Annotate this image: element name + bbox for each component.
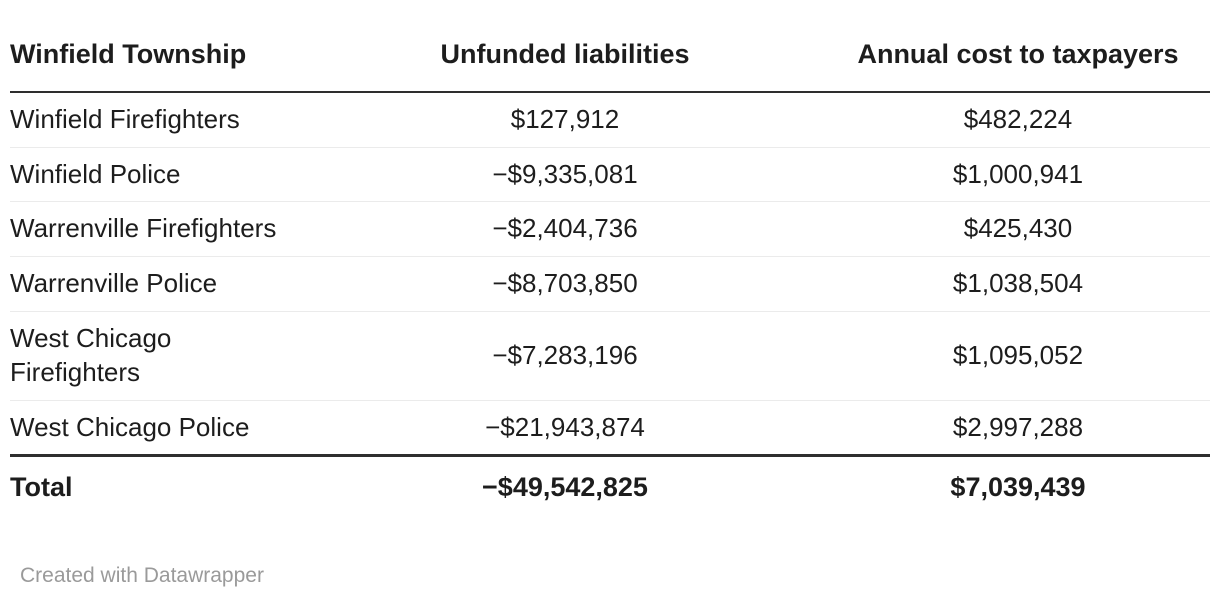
total-label: Total	[10, 454, 304, 521]
row-label: Winfield Firefighters	[10, 91, 304, 148]
row-label: West Chicago Firefighters	[10, 311, 304, 401]
table-row: Warrenville Firefighters −$2,404,736 $42…	[10, 201, 1210, 258]
row-unfunded-value: −$8,703,850	[304, 256, 826, 312]
total-unfunded-value: −$49,542,825	[304, 454, 826, 521]
row-label: Warrenville Firefighters	[10, 201, 304, 258]
row-label: Winfield Police	[10, 147, 304, 203]
column-header-township: Winfield Township	[10, 38, 304, 93]
row-unfunded-value: $127,912	[304, 91, 826, 148]
row-unfunded-value: −$2,404,736	[304, 201, 826, 258]
row-annual-value: $482,224	[826, 91, 1210, 148]
total-row: Total −$49,542,825 $7,039,439	[10, 454, 1210, 521]
table-row: West Chicago Firefighters −$7,283,196 $1…	[10, 311, 1210, 401]
row-unfunded-value: −$7,283,196	[304, 311, 826, 401]
table-row: Warrenville Police −$8,703,850 $1,038,50…	[10, 256, 1210, 312]
table-row: West Chicago Police −$21,943,874 $2,997,…	[10, 400, 1210, 456]
row-label: West Chicago Police	[10, 411, 250, 442]
row-annual-value: $2,997,288	[952, 411, 1084, 442]
header-row: Winfield Township Unfunded liabilities A…	[10, 38, 1210, 93]
column-header-annual-cost: Annual cost to taxpayers	[826, 38, 1210, 93]
row-annual-value: $425,430	[826, 201, 1210, 258]
row-annual-value: $1,038,504	[826, 256, 1210, 312]
row-annual-value: $1,000,941	[826, 147, 1210, 203]
column-header-unfunded-liabilities: Unfunded liabilities	[304, 38, 826, 93]
row-label: Warrenville Police	[10, 256, 304, 312]
table-row: Winfield Firefighters $127,912 $482,224	[10, 91, 1210, 148]
row-annual-value: $1,095,052	[826, 311, 1210, 401]
row-unfunded-value: −$9,335,081	[304, 147, 826, 203]
table-row: Winfield Police −$9,335,081 $1,000,941	[10, 147, 1210, 203]
datawrapper-credit-link[interactable]: Created with Datawrapper	[20, 564, 264, 588]
data-table: Winfield Township Unfunded liabilities A…	[10, 38, 1210, 521]
total-annual-value: $7,039,439	[826, 454, 1210, 521]
row-unfunded-value: −$21,943,874	[485, 411, 645, 442]
